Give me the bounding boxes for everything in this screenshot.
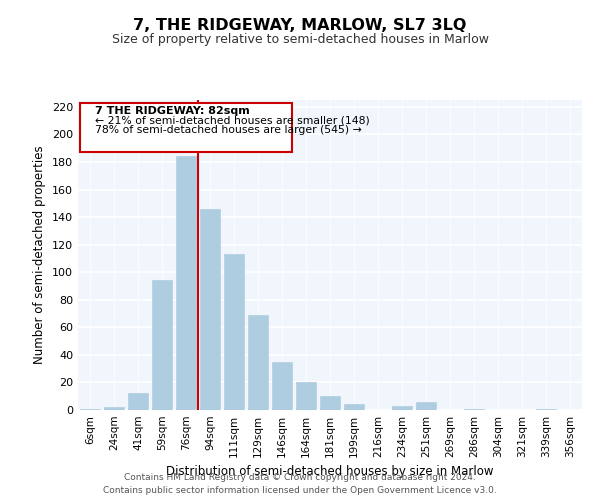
- Bar: [224, 254, 244, 410]
- Text: 7, THE RIDGEWAY, MARLOW, SL7 3LQ: 7, THE RIDGEWAY, MARLOW, SL7 3LQ: [133, 18, 467, 32]
- Text: 7 THE RIDGEWAY: 82sqm: 7 THE RIDGEWAY: 82sqm: [95, 106, 250, 116]
- Y-axis label: Number of semi-detached properties: Number of semi-detached properties: [34, 146, 46, 364]
- Bar: [464, 408, 484, 410]
- Text: ← 21% of semi-detached houses are smaller (148): ← 21% of semi-detached houses are smalle…: [95, 116, 370, 126]
- Bar: [536, 408, 556, 410]
- Text: Contains HM Land Registry data © Crown copyright and database right 2024.
Contai: Contains HM Land Registry data © Crown c…: [103, 474, 497, 495]
- Bar: [176, 156, 196, 410]
- FancyBboxPatch shape: [80, 103, 292, 152]
- Bar: [344, 404, 364, 410]
- Bar: [320, 396, 340, 410]
- Text: Size of property relative to semi-detached houses in Marlow: Size of property relative to semi-detach…: [112, 32, 488, 46]
- Bar: [248, 315, 268, 410]
- Bar: [128, 394, 148, 410]
- Bar: [296, 382, 316, 410]
- Bar: [416, 402, 436, 410]
- Bar: [152, 280, 172, 410]
- Bar: [80, 408, 100, 410]
- Bar: [200, 209, 220, 410]
- Bar: [104, 407, 124, 410]
- X-axis label: Distribution of semi-detached houses by size in Marlow: Distribution of semi-detached houses by …: [166, 466, 494, 478]
- Text: 78% of semi-detached houses are larger (545) →: 78% of semi-detached houses are larger (…: [95, 126, 362, 136]
- Bar: [272, 362, 292, 410]
- Bar: [392, 406, 412, 410]
